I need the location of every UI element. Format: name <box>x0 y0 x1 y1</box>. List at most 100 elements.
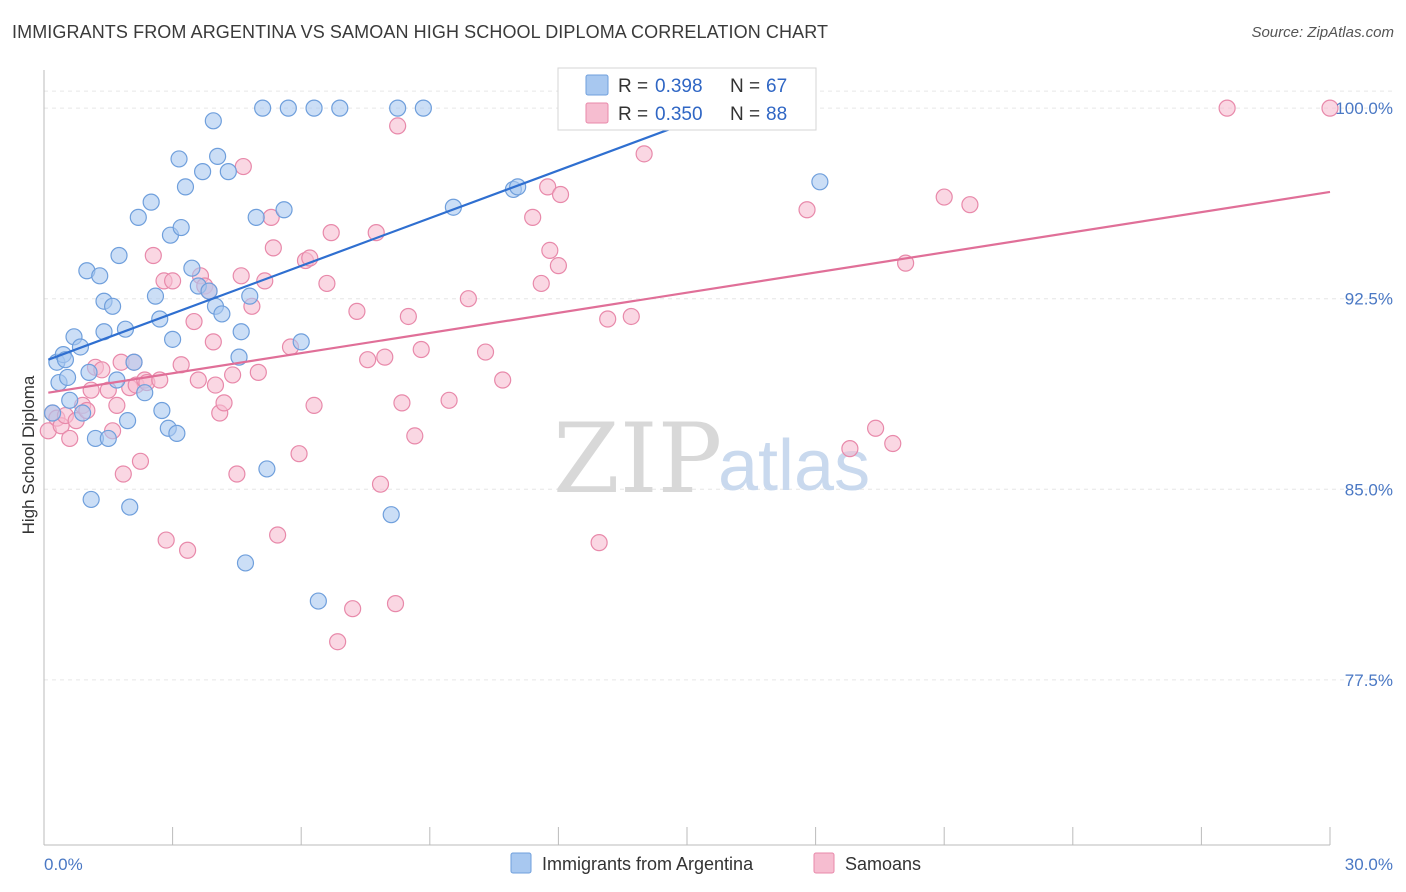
argentina-point-43 <box>219 163 237 181</box>
argentina-point-38 <box>200 282 218 300</box>
samoan-point-42 <box>234 157 252 176</box>
samoan-point-66 <box>399 307 417 326</box>
bottom-legend-swatch-argentina <box>510 852 532 874</box>
samoan-point-50 <box>290 445 308 463</box>
argentina-point-37 <box>194 163 212 181</box>
legend-n-label: N = <box>730 104 760 125</box>
argentina-point-35 <box>183 259 201 277</box>
correlation-legend: R = 0.398 N = 67 R = 0.350 N = 88 <box>557 67 817 131</box>
samoan-point-40 <box>228 465 246 483</box>
samoan-point-20 <box>131 452 150 470</box>
argentina-point-66 <box>136 384 154 402</box>
argentina-point-58 <box>389 99 407 117</box>
samoan-point-80 <box>599 310 617 328</box>
samoan-point-14 <box>108 396 126 415</box>
samoan-point-38 <box>215 394 233 412</box>
samoan-point-71 <box>476 343 495 361</box>
legend-n-label: N = <box>730 76 760 97</box>
argentina-point-39 <box>204 112 222 130</box>
argentina-point-42 <box>213 305 231 323</box>
argentina-point-48 <box>247 208 265 226</box>
argentina-point-20 <box>118 412 137 430</box>
samoan-point-39 <box>224 366 242 384</box>
argentina-point-56 <box>331 99 349 117</box>
argentina-point-10 <box>82 490 100 509</box>
samoan-point-74 <box>532 274 550 293</box>
samoan-point-81 <box>622 307 640 326</box>
samoan-point-48 <box>269 526 287 544</box>
legend-r-label: R = <box>618 104 648 125</box>
axes <box>43 70 1331 846</box>
argentina-point-55 <box>309 592 327 610</box>
y-tick-labels: 77.5% 85.0% 92.5% 100.0% <box>1335 99 1393 690</box>
legend-r-samoans: 0.350 <box>655 104 703 125</box>
samoan-point-69 <box>440 391 458 409</box>
samoan-point-23 <box>144 246 162 265</box>
source-label: Source: ZipAtlas.com <box>1251 24 1394 41</box>
argentina-point-41 <box>209 147 227 165</box>
legend-n-argentina: 67 <box>766 76 787 97</box>
samoan-point-35 <box>204 333 222 351</box>
argentina-point-51 <box>275 201 293 219</box>
x-tick-label-0: 0.0% <box>44 855 83 874</box>
bottom-legend-argentina: Immigrants from Argentina <box>542 854 754 874</box>
samoan-point-67 <box>406 427 424 445</box>
argentina-point-27 <box>153 401 171 420</box>
legend-n-samoans: 88 <box>766 104 787 125</box>
samoan-point-91 <box>1321 99 1339 117</box>
samoan-point-83 <box>798 201 816 219</box>
samoan-point-89 <box>961 196 979 214</box>
y-tick-label-2: 92.5% <box>1345 290 1393 309</box>
argentina-point-46 <box>236 554 255 572</box>
samoan-point-29 <box>179 541 197 559</box>
argentina-point-54 <box>305 99 323 117</box>
samoan-point-5 <box>61 429 79 448</box>
argentina-point-32 <box>170 150 188 168</box>
samoan-point-16 <box>114 465 132 483</box>
y-tick-label-0: 77.5% <box>1345 671 1393 690</box>
samoan-point-64 <box>389 117 407 135</box>
grid-lines <box>44 90 1395 681</box>
samoan-point-44 <box>249 363 267 381</box>
argentina-point-5 <box>58 368 77 387</box>
argentina-point-59 <box>414 99 432 117</box>
trend-lines <box>47 99 1331 394</box>
legend-swatch-argentina <box>585 74 609 96</box>
y-axis-label: High School Diploma <box>19 375 38 534</box>
argentina-point-31 <box>168 424 186 442</box>
samoan-point-59 <box>359 351 377 369</box>
legend-swatch-samoans <box>585 102 609 124</box>
samoan-point-62 <box>376 348 394 366</box>
samoan-point-54 <box>318 274 336 293</box>
legend-r-argentina: 0.398 <box>655 76 703 97</box>
samoan-point-57 <box>344 600 362 618</box>
samoan-point-70 <box>459 290 477 308</box>
argentina-point-22 <box>125 353 143 371</box>
argentina-point-23 <box>129 208 147 226</box>
argentina-point-24 <box>142 193 160 211</box>
samoan-point-85 <box>867 419 885 437</box>
samoan-point-41 <box>232 267 250 285</box>
samoans-points <box>39 99 1339 651</box>
samoan-point-78 <box>551 185 570 204</box>
samoan-point-86 <box>884 434 902 453</box>
argentina-point-30 <box>164 330 182 348</box>
samoans-trend-line <box>48 190 1331 394</box>
argentina-point-63 <box>811 173 829 191</box>
samoan-point-53 <box>305 396 323 415</box>
samoan-point-79 <box>590 534 608 552</box>
x-tick-labels: 0.0% 30.0% <box>44 855 1393 874</box>
argentina-point-50 <box>258 460 276 478</box>
argentina-point-25 <box>146 287 165 305</box>
watermark: ZIP atlas <box>553 403 870 515</box>
legend-r-label: R = <box>618 76 648 97</box>
samoan-point-73 <box>524 208 542 226</box>
argentina-trend-line <box>47 99 748 361</box>
samoan-point-90 <box>1218 99 1236 117</box>
samoan-point-27 <box>164 272 182 290</box>
samoan-point-47 <box>264 239 282 257</box>
argentina-point-0 <box>43 404 62 422</box>
samoan-point-65 <box>393 394 411 412</box>
watermark-zip: ZIP <box>553 403 722 515</box>
